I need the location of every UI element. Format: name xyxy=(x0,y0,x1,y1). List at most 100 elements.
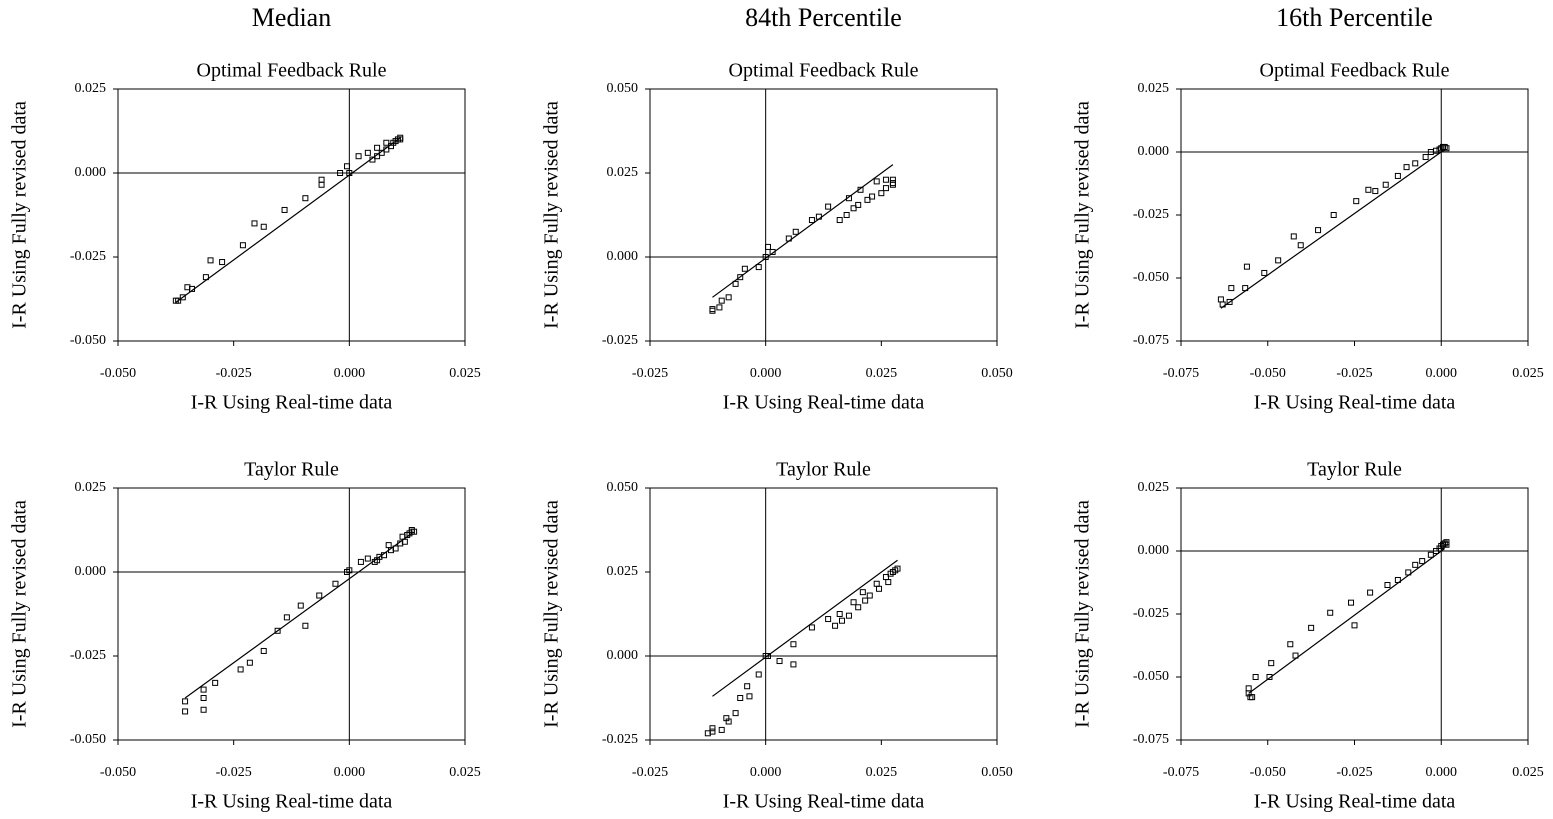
point xyxy=(1353,198,1360,205)
point xyxy=(1287,641,1294,648)
x-axis-label: I-R Using Real-time data xyxy=(191,392,393,414)
point xyxy=(737,274,744,281)
y-tick-label: 0.025 xyxy=(75,480,107,495)
point xyxy=(1372,188,1379,195)
y-axis-label: I-R Using Fully revised data xyxy=(541,101,563,329)
point xyxy=(1268,660,1275,667)
point xyxy=(709,725,716,732)
point xyxy=(207,257,214,264)
point xyxy=(873,580,880,587)
x-tick-label: 0.000 xyxy=(750,366,782,381)
point xyxy=(859,589,866,596)
point xyxy=(237,666,244,673)
fit-line xyxy=(1248,547,1446,694)
x-axis-label: I-R Using Real-time data xyxy=(1254,791,1456,813)
plot-frame xyxy=(117,487,466,741)
point xyxy=(709,306,716,313)
point xyxy=(732,710,739,717)
point xyxy=(374,153,381,160)
point xyxy=(1443,145,1450,152)
point xyxy=(1365,186,1372,193)
point xyxy=(1327,609,1334,616)
x-axis-label: I-R Using Real-time data xyxy=(723,392,925,414)
point xyxy=(182,708,189,715)
point xyxy=(725,294,732,301)
point xyxy=(364,149,371,156)
point xyxy=(1245,690,1252,697)
point xyxy=(845,195,852,202)
x-tick-label: 0.025 xyxy=(1512,765,1544,780)
point xyxy=(755,264,762,271)
point xyxy=(762,254,769,260)
point xyxy=(894,565,901,572)
x-tick-label: -0.025 xyxy=(1336,765,1372,780)
point xyxy=(764,653,771,659)
point xyxy=(332,580,339,587)
point xyxy=(718,726,725,733)
point xyxy=(885,579,892,586)
y-tick-label: -0.050 xyxy=(70,732,106,747)
x-tick-label: 0.025 xyxy=(1512,366,1544,381)
plot-frame xyxy=(1180,487,1529,741)
y-tick-label: -0.025 xyxy=(70,249,106,264)
point xyxy=(1441,540,1448,547)
point xyxy=(1348,599,1355,606)
point xyxy=(344,163,351,170)
point xyxy=(1315,227,1322,234)
point xyxy=(808,217,815,224)
point xyxy=(839,617,846,624)
point xyxy=(755,671,762,678)
x-tick-label: -0.075 xyxy=(1163,765,1199,780)
fit-line xyxy=(1220,148,1446,309)
point xyxy=(732,280,739,287)
x-tick-label: 0.000 xyxy=(1426,366,1458,381)
point xyxy=(200,686,207,693)
x-tick-label: 0.025 xyxy=(449,366,481,381)
point xyxy=(1290,233,1297,240)
x-tick-label: 0.000 xyxy=(1426,765,1458,780)
y-tick-label: -0.050 xyxy=(1133,669,1169,684)
y-tick-label: 0.050 xyxy=(607,81,639,96)
x-tick-label: 0.025 xyxy=(449,765,481,780)
point xyxy=(182,698,189,705)
y-axis-label: I-R Using Fully revised data xyxy=(9,101,31,329)
y-tick-label: 0.025 xyxy=(607,165,639,180)
chart-title: Optimal Feedback Rule xyxy=(729,60,919,82)
point xyxy=(189,285,196,292)
point xyxy=(337,170,344,176)
point xyxy=(1226,298,1233,305)
x-tick-label: -0.050 xyxy=(1250,765,1286,780)
point xyxy=(855,604,862,611)
point xyxy=(346,567,353,574)
x-tick-label: 0.000 xyxy=(750,765,782,780)
point xyxy=(744,683,751,690)
x-tick-label: -0.050 xyxy=(100,366,136,381)
point xyxy=(1292,652,1299,659)
point xyxy=(1394,172,1401,179)
point xyxy=(825,203,832,210)
y-tick-label: 0.050 xyxy=(607,480,639,495)
y-tick-label: 0.025 xyxy=(75,81,107,96)
point xyxy=(369,156,376,163)
point xyxy=(374,144,381,151)
y-tick-label: -0.075 xyxy=(1133,333,1169,348)
point xyxy=(1243,263,1250,270)
fit-line xyxy=(175,137,401,303)
point xyxy=(866,592,873,599)
point xyxy=(302,622,309,629)
point xyxy=(239,242,246,249)
y-tick-label: -0.025 xyxy=(1133,207,1169,222)
point xyxy=(397,136,404,143)
y-tick-label: 0.025 xyxy=(1138,480,1170,495)
point xyxy=(862,597,869,604)
point xyxy=(889,180,896,187)
point xyxy=(1403,164,1410,171)
point xyxy=(383,146,390,153)
point xyxy=(882,176,889,183)
y-tick-label: -0.050 xyxy=(1133,270,1169,285)
point xyxy=(1412,160,1419,167)
x-tick-label: 0.025 xyxy=(866,366,898,381)
y-tick-label: -0.075 xyxy=(1133,732,1169,747)
point xyxy=(889,181,896,188)
